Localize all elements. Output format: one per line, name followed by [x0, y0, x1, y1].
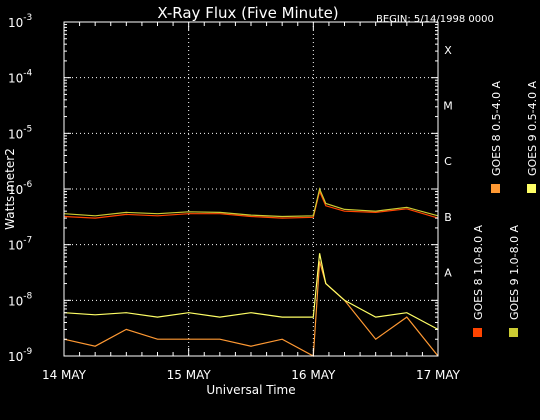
legend-swatch [527, 184, 536, 193]
series-line [63, 187, 439, 218]
begin-date-label: BEGIN: 5/14/1998 0000 [376, 14, 494, 25]
legend-label: GOES 8 1.0-8.0 A [472, 224, 485, 320]
legend-swatch [509, 328, 518, 337]
legend-swatch [491, 184, 500, 193]
x-tick-label: 14 MAY [42, 368, 87, 382]
x-axis-title: Universal Time [206, 383, 295, 397]
y-axis-title: Watts meter2 [3, 148, 17, 230]
series-line [63, 261, 439, 357]
flare-class-label: B [444, 211, 452, 224]
flare-class-label: C [444, 155, 452, 168]
chart-title: X-Ray Flux (Five Minute) [157, 4, 338, 22]
legend-label: GOES 8 0.5-4.0 A [490, 80, 503, 176]
legend-label: GOES 9 0.5-4.0 A [526, 80, 539, 176]
legend-swatch [473, 328, 482, 337]
data-series [63, 187, 439, 357]
x-tick-label: 15 MAY [167, 368, 212, 382]
flare-class-label: A [444, 267, 452, 280]
legend: GOES 8 1.0-8.0 A GOES 8 0.5-4.0 A GOES 9 1… [472, 80, 539, 337]
legend-label: GOES 9 1.0-8.0 A [508, 224, 521, 320]
x-tick-label: 16 MAY [291, 368, 336, 382]
flare-class-labels: X M C B A [443, 44, 453, 280]
flare-class-label: X [444, 44, 452, 57]
flare-class-label: M [443, 100, 453, 113]
series-line [63, 253, 439, 330]
x-tick-label: 17 MAY [416, 368, 461, 382]
series-line [63, 189, 439, 219]
